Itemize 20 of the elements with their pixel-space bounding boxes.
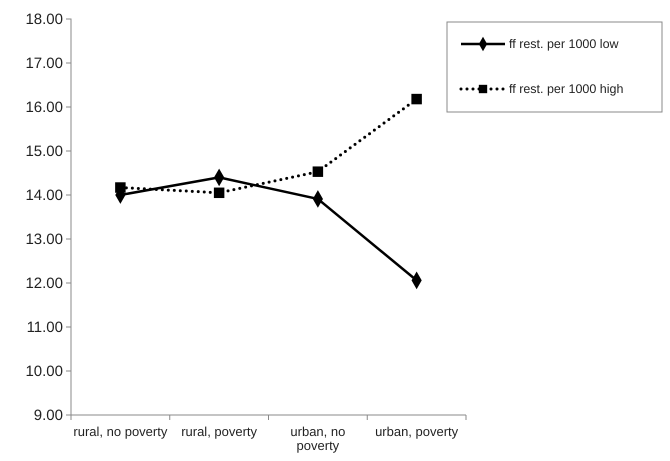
y-tick-label: 12.00 [25, 274, 63, 292]
point [312, 166, 324, 177]
x-tick-label: rural, no poverty [73, 424, 168, 439]
point [214, 188, 224, 198]
y-tick-label: 14.00 [25, 186, 63, 204]
y-tick-label: 10.00 [25, 362, 63, 380]
point [411, 94, 422, 104]
y-tick-label: 15.00 [25, 142, 63, 160]
y-tick-label: 11.00 [26, 318, 63, 336]
y-tick-label: 18.00 [25, 10, 63, 28]
legend-label: ff rest. per 1000 high [509, 82, 624, 96]
point [115, 182, 126, 193]
y-tick-label: 13.00 [25, 230, 63, 248]
x-tick-label: rural, poverty [181, 424, 258, 439]
y-tick-label: 9.00 [34, 406, 63, 424]
y-tick-label: 17.00 [25, 54, 63, 72]
legend-label: ff rest. per 1000 low [509, 37, 620, 51]
x-tick-label: urban, no poverty [290, 424, 346, 453]
x-tick-label: urban, poverty [375, 424, 459, 439]
y-tick-label: 16.00 [25, 98, 63, 116]
